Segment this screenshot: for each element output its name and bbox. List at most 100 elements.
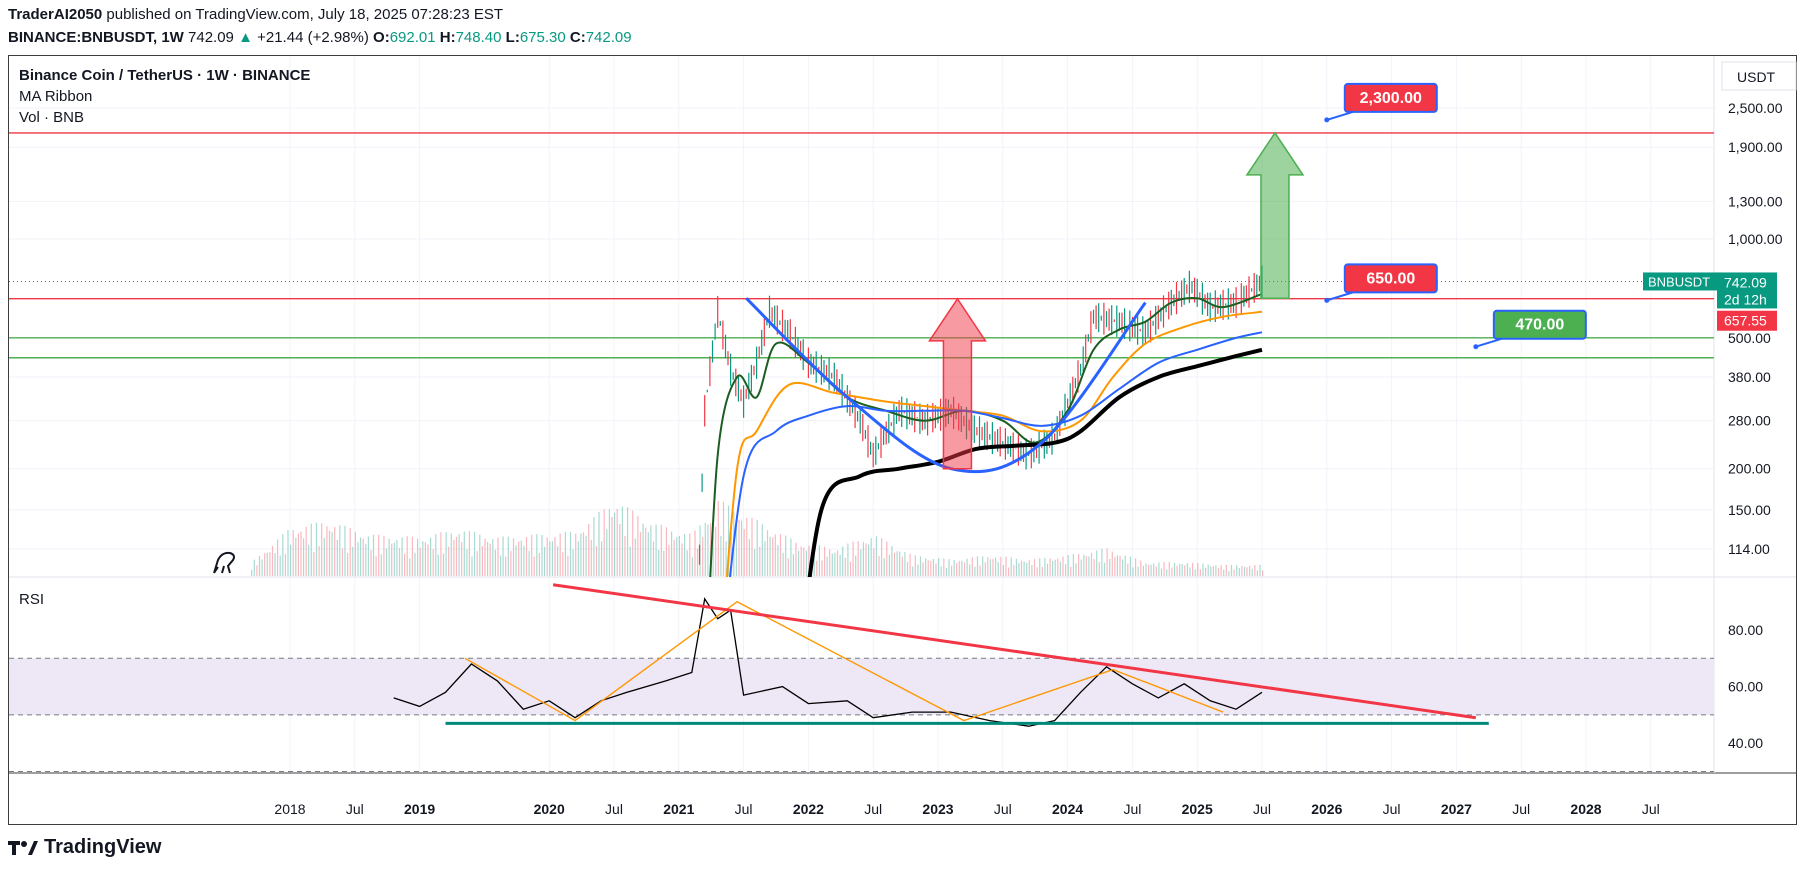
volume-bar bbox=[569, 532, 572, 576]
volume-bar bbox=[637, 516, 639, 576]
callout-pointer-2 bbox=[1475, 337, 1503, 348]
volume-bar bbox=[582, 532, 585, 576]
volume-bar bbox=[1122, 559, 1124, 576]
volume-bar bbox=[1057, 558, 1059, 576]
volume-bar bbox=[1202, 563, 1204, 576]
volume-bar bbox=[1197, 562, 1199, 576]
time-tick-10: Jul bbox=[994, 801, 1012, 817]
volume-bar bbox=[497, 537, 499, 576]
volume-bar bbox=[948, 559, 950, 576]
volume-bar bbox=[717, 501, 719, 576]
volume-legend[interactable]: Vol · BNB bbox=[19, 109, 85, 126]
volume-bar bbox=[492, 539, 494, 576]
time-tick-17: 2027 bbox=[1441, 801, 1472, 817]
volume-bar bbox=[471, 556, 473, 576]
rsi-zigzag[interactable] bbox=[464, 600, 1224, 722]
volume-bar bbox=[627, 507, 629, 576]
volume-bar bbox=[1262, 570, 1264, 576]
volume-bar bbox=[538, 553, 540, 576]
volume-bar bbox=[1114, 556, 1116, 576]
callout-box-0[interactable] bbox=[1343, 82, 1438, 113]
up-arrow-green[interactable] bbox=[1245, 131, 1305, 299]
volume-bar bbox=[1124, 555, 1126, 576]
volume-bar bbox=[1080, 559, 1082, 576]
volume-bar bbox=[1015, 558, 1017, 576]
ma-line-3[interactable] bbox=[795, 347, 1263, 699]
time-tick-4: Jul bbox=[605, 801, 623, 817]
volume-bar bbox=[411, 536, 413, 576]
volume-bar bbox=[1158, 562, 1160, 576]
rsi-trendline[interactable] bbox=[552, 583, 1477, 720]
volume-bar bbox=[531, 534, 533, 576]
callout-box-2[interactable] bbox=[1492, 309, 1587, 340]
ma-ribbon-legend[interactable]: MA Ribbon bbox=[19, 88, 93, 105]
volume-bar bbox=[862, 542, 864, 576]
volume-bar bbox=[292, 529, 294, 576]
volume-bar bbox=[458, 534, 460, 576]
symbol-tag bbox=[1643, 272, 1717, 291]
volume-bar bbox=[380, 554, 382, 576]
volume-bar bbox=[264, 553, 266, 576]
volume-bar bbox=[541, 535, 543, 576]
volume-bar bbox=[878, 555, 880, 576]
currency-box[interactable] bbox=[1721, 61, 1797, 91]
up-arrow-red[interactable] bbox=[928, 297, 987, 470]
volume-histogram bbox=[251, 501, 1264, 576]
volume-bar bbox=[738, 519, 740, 576]
volume-bar bbox=[1031, 565, 1033, 576]
volume-bar bbox=[251, 570, 253, 576]
volume-bar bbox=[580, 533, 582, 576]
callout-box-1[interactable] bbox=[1343, 263, 1438, 294]
price-tick-5: 380.00 bbox=[1728, 369, 1771, 385]
time-tick-7: 2022 bbox=[793, 801, 824, 817]
symbol-label: BINANCE:BNBUSDT, 1W bbox=[8, 29, 184, 46]
volume-bar bbox=[1101, 548, 1103, 576]
volume-bar bbox=[1243, 566, 1246, 576]
rsi-line[interactable] bbox=[393, 597, 1263, 727]
volume-bar bbox=[787, 558, 789, 576]
volume-bar bbox=[844, 557, 846, 576]
volume-bar bbox=[943, 558, 945, 576]
volume-bar bbox=[660, 525, 662, 576]
rsi-legend[interactable]: RSI bbox=[19, 591, 45, 608]
volume-bar bbox=[507, 536, 509, 576]
volume-bar bbox=[1207, 564, 1209, 576]
volume-bar bbox=[969, 564, 971, 576]
volume-bar bbox=[632, 510, 634, 576]
volume-bar bbox=[1041, 566, 1043, 576]
volume-bar bbox=[709, 523, 712, 576]
volume-bar bbox=[989, 559, 991, 576]
symbol-tag-text: BNBUSDT bbox=[1648, 274, 1710, 289]
volume-bar bbox=[546, 537, 548, 576]
volume-bar bbox=[694, 530, 696, 576]
low-label: L: bbox=[505, 29, 520, 46]
volume-bar bbox=[1254, 565, 1256, 576]
volume-bar bbox=[284, 554, 286, 576]
volume-bar bbox=[1132, 567, 1134, 576]
volume-bar bbox=[712, 512, 714, 576]
volume-bar bbox=[282, 534, 284, 576]
volume-bar bbox=[1127, 563, 1129, 576]
volume-bar bbox=[1181, 564, 1183, 576]
volume-bar bbox=[650, 525, 652, 576]
tradingview-logo[interactable]: TradingView bbox=[8, 836, 161, 859]
ma-line-2[interactable] bbox=[718, 331, 1263, 698]
volume-bar bbox=[536, 534, 538, 576]
volume-bar bbox=[764, 540, 766, 576]
volume-bar bbox=[686, 550, 688, 576]
last-price-tag bbox=[1717, 272, 1777, 309]
volume-bar bbox=[520, 540, 522, 576]
author-name[interactable]: TraderAI2050 bbox=[8, 6, 103, 23]
volume-bar bbox=[598, 511, 600, 576]
time-tick-8: Jul bbox=[864, 801, 882, 817]
volume-bar bbox=[728, 505, 730, 576]
volume-bar bbox=[360, 537, 362, 576]
volume-bar bbox=[741, 520, 743, 576]
volume-bar bbox=[1020, 560, 1023, 576]
volume-bar bbox=[606, 529, 608, 576]
volume-bar bbox=[782, 552, 784, 576]
volume-bar bbox=[704, 522, 706, 576]
volume-bar bbox=[720, 536, 722, 576]
volume-bar bbox=[847, 543, 849, 576]
